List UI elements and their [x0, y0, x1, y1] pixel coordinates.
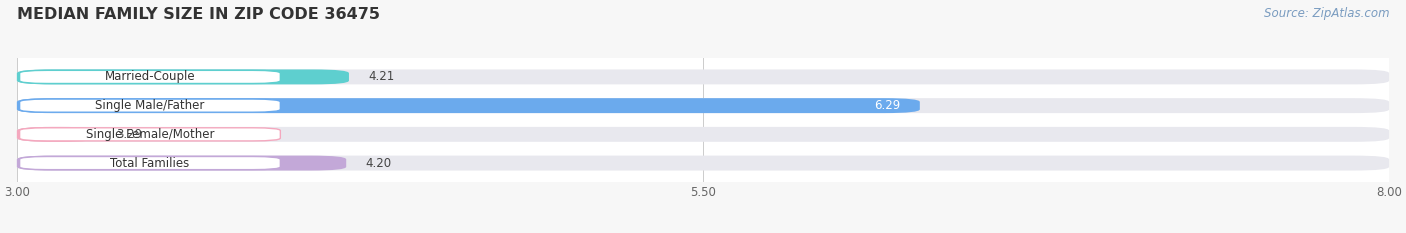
Text: Single Female/Mother: Single Female/Mother	[86, 128, 214, 141]
Text: Single Male/Father: Single Male/Father	[96, 99, 205, 112]
Text: Total Families: Total Families	[110, 157, 190, 170]
FancyBboxPatch shape	[20, 128, 280, 141]
Text: 4.21: 4.21	[368, 70, 395, 83]
Text: MEDIAN FAMILY SIZE IN ZIP CODE 36475: MEDIAN FAMILY SIZE IN ZIP CODE 36475	[17, 7, 380, 22]
FancyBboxPatch shape	[17, 127, 97, 142]
FancyBboxPatch shape	[17, 69, 1389, 84]
FancyBboxPatch shape	[17, 156, 346, 171]
Text: 4.20: 4.20	[366, 157, 391, 170]
FancyBboxPatch shape	[17, 98, 1389, 113]
FancyBboxPatch shape	[17, 98, 920, 113]
Text: Married-Couple: Married-Couple	[104, 70, 195, 83]
FancyBboxPatch shape	[17, 69, 349, 84]
FancyBboxPatch shape	[20, 99, 280, 112]
Text: 3.29: 3.29	[115, 128, 142, 141]
Text: 6.29: 6.29	[875, 99, 901, 112]
FancyBboxPatch shape	[17, 127, 1389, 142]
FancyBboxPatch shape	[20, 70, 280, 83]
FancyBboxPatch shape	[20, 157, 280, 170]
FancyBboxPatch shape	[17, 156, 1389, 171]
Text: Source: ZipAtlas.com: Source: ZipAtlas.com	[1264, 7, 1389, 20]
